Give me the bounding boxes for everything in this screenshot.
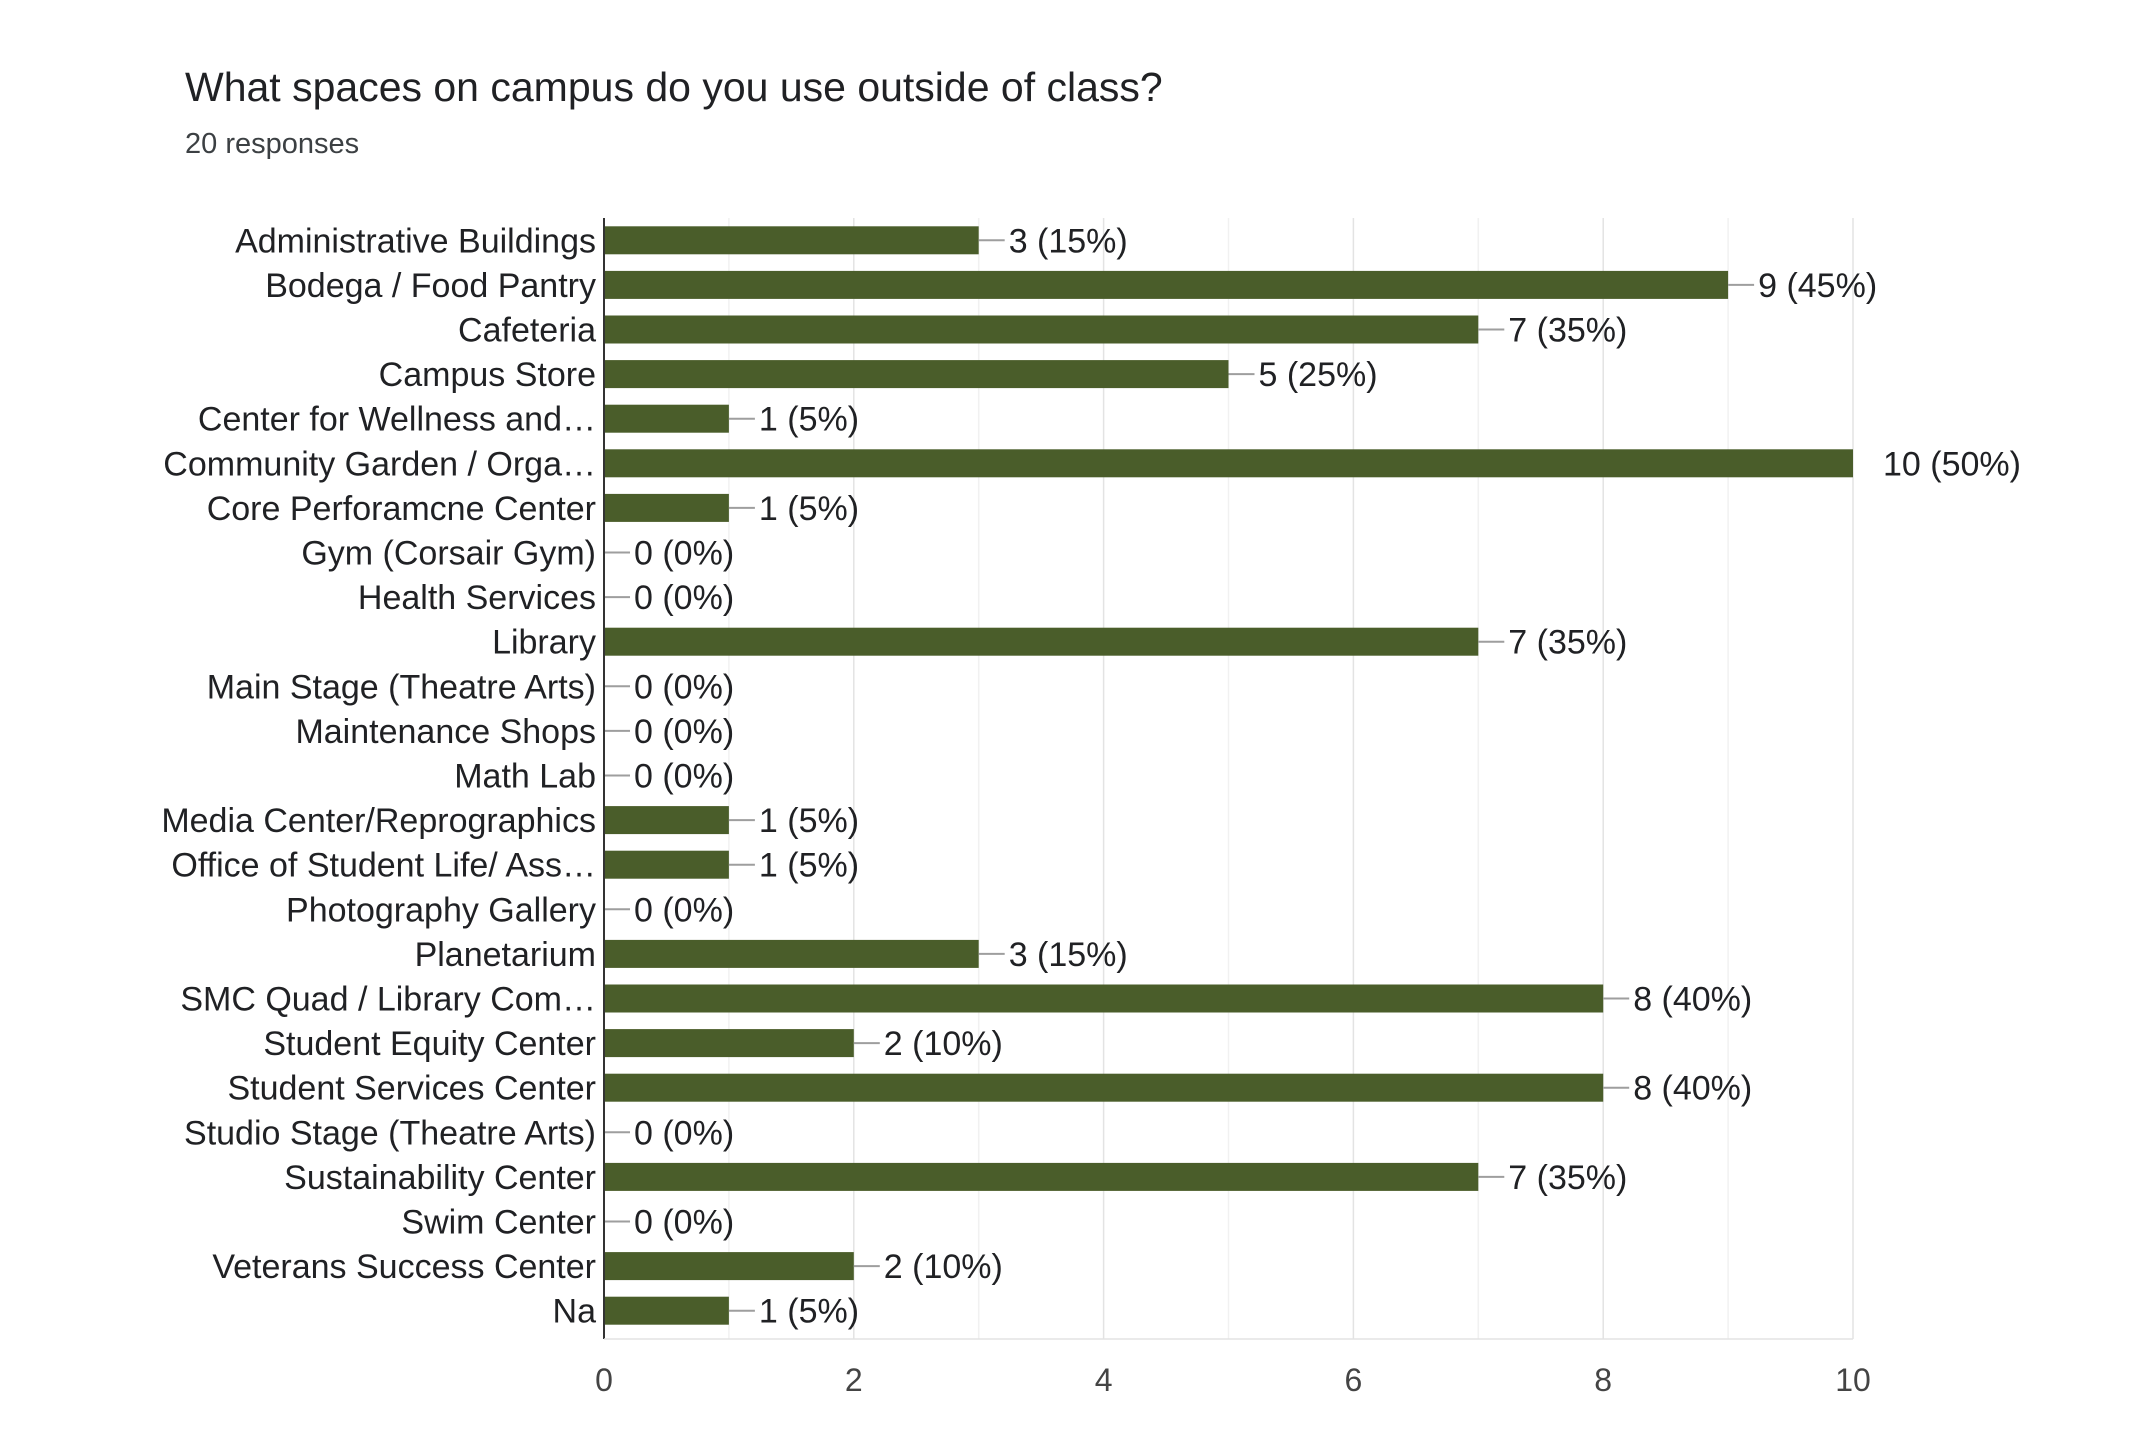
data-label: 0 (0%): [634, 668, 734, 706]
category-label: Center for Wellness and…: [198, 401, 596, 439]
data-label: 3 (15%): [1009, 936, 1128, 974]
bar: [604, 493, 729, 522]
bar: [604, 1252, 854, 1281]
x-tick-label: 8: [1594, 1362, 1612, 1398]
data-label: 8 (40%): [1633, 1070, 1752, 1108]
bar: [604, 1296, 729, 1325]
category-label: Campus Store: [379, 356, 596, 394]
category-label: Office of Student Life/ Ass…: [171, 847, 596, 885]
bar: [604, 226, 979, 255]
category-label: Health Services: [358, 579, 596, 617]
x-tick-label: 6: [1345, 1362, 1363, 1398]
category-label: Student Services Center: [227, 1070, 596, 1108]
data-label: 1 (5%): [759, 401, 859, 439]
data-label: 2 (10%): [884, 1248, 1003, 1286]
category-label: Community Garden / Orga…: [163, 445, 596, 483]
category-label: Sustainability Center: [284, 1159, 596, 1197]
category-label: Main Stage (Theatre Arts): [207, 668, 596, 706]
category-label: Maintenance Shops: [295, 713, 596, 751]
category-label: Media Center/Reprographics: [161, 802, 596, 840]
bar: [604, 850, 729, 879]
data-label: 1 (5%): [759, 1293, 859, 1331]
category-label: Administrative Buildings: [235, 222, 596, 260]
data-label: 8 (40%): [1633, 981, 1752, 1019]
category-label: Cafeteria: [458, 312, 596, 350]
data-label: 7 (35%): [1508, 312, 1627, 350]
data-label: 0 (0%): [634, 891, 734, 929]
data-label: 0 (0%): [634, 1204, 734, 1242]
data-label: 7 (35%): [1508, 1159, 1627, 1197]
bar: [604, 360, 1229, 389]
data-label: 1 (5%): [759, 847, 859, 885]
bar: [604, 315, 1479, 344]
bar: [604, 449, 1853, 478]
category-label: Student Equity Center: [263, 1025, 596, 1063]
bar: [604, 984, 1604, 1013]
category-label: Photography Gallery: [286, 891, 596, 929]
bar: [604, 627, 1479, 656]
category-label: Gym (Corsair Gym): [301, 535, 596, 573]
data-label: 7 (35%): [1508, 624, 1627, 662]
data-label: 1 (5%): [759, 802, 859, 840]
data-label: 0 (0%): [634, 713, 734, 751]
response-count: 20 responses: [185, 128, 360, 160]
category-label: Math Lab: [454, 758, 596, 796]
bar: [604, 270, 1729, 299]
bar: [604, 1029, 854, 1058]
category-label: Na: [553, 1293, 597, 1331]
bar: [604, 806, 729, 835]
category-label: Planetarium: [415, 936, 596, 974]
category-label: SMC Quad / Library Com…: [180, 981, 596, 1019]
data-label: 0 (0%): [634, 758, 734, 796]
x-tick-label: 0: [595, 1362, 613, 1398]
category-label: Veterans Success Center: [212, 1248, 596, 1286]
data-label: 0 (0%): [634, 579, 734, 617]
data-label: 3 (15%): [1009, 222, 1128, 260]
x-tick-label: 2: [845, 1362, 863, 1398]
data-label: 10 (50%): [1883, 445, 2021, 483]
chart-title: What spaces on campus do you use outside…: [185, 64, 1163, 110]
x-tick-label: 10: [1835, 1362, 1871, 1398]
category-label: Core Perforamcne Center: [207, 490, 596, 528]
category-label: Studio Stage (Theatre Arts): [184, 1114, 596, 1152]
data-label: 1 (5%): [759, 490, 859, 528]
data-label: 5 (25%): [1259, 356, 1378, 394]
x-tick-label: 4: [1095, 1362, 1113, 1398]
category-label: Bodega / Food Pantry: [265, 267, 596, 305]
bar: [604, 939, 979, 968]
category-label: Swim Center: [401, 1204, 596, 1242]
data-label: 0 (0%): [634, 1114, 734, 1152]
bar: [604, 1073, 1604, 1102]
bar: [604, 404, 729, 433]
category-label: Library: [492, 624, 596, 662]
data-label: 9 (45%): [1758, 267, 1877, 305]
data-label: 2 (10%): [884, 1025, 1003, 1063]
data-label: 0 (0%): [634, 535, 734, 573]
bar: [604, 1162, 1479, 1191]
